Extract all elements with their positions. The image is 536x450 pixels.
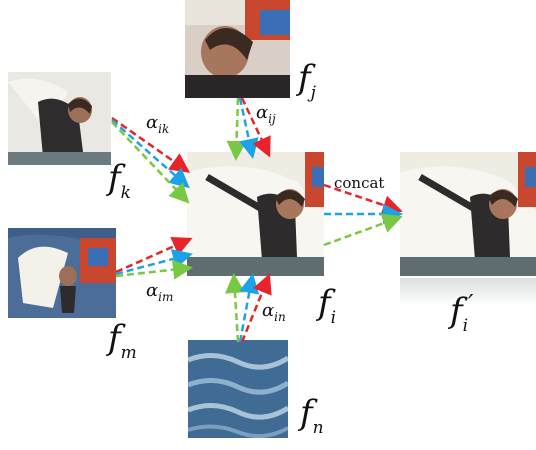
weight-alpha-ij-sub: ij (268, 112, 276, 126)
arrow-j-blue (238, 97, 259, 159)
label-f-k-base: f (108, 158, 121, 198)
label-f-i: fi (318, 283, 336, 328)
patch-i-prime-reflection (400, 278, 536, 306)
label-f-m: fm (108, 318, 137, 363)
weight-alpha-in-sub: in (274, 310, 286, 324)
label-f-m-sub: m (120, 343, 137, 363)
label-f-i-sub: i (330, 308, 337, 328)
weight-alpha-ij-base: α (256, 102, 269, 123)
arrow-concat-green (323, 213, 403, 247)
arrow-n-blue (238, 273, 260, 343)
patch-m (8, 228, 116, 318)
weight-alpha-in: αin (262, 300, 286, 324)
label-f-m-base: f (108, 318, 121, 358)
arrow-m-red (115, 236, 193, 274)
label-f-i-base: f (318, 283, 331, 323)
weight-alpha-im-sub: im (158, 290, 174, 304)
arrow-n-green (224, 273, 245, 343)
weight-alpha-im-base: α (146, 280, 159, 301)
label-f-j-sub: j (310, 83, 316, 103)
weight-alpha-ik-sub: ik (158, 122, 170, 136)
patch-j (185, 0, 290, 98)
label-f-n-base: f (300, 393, 313, 433)
patch-i-image (187, 152, 324, 276)
arrow-m-blue (115, 249, 193, 276)
patch-k (8, 72, 111, 165)
patch-i-prime (400, 152, 536, 276)
label-f-n: fn (300, 393, 324, 438)
label-f-i-prime: fi′ (450, 290, 473, 336)
weight-alpha-im: αim (146, 280, 173, 304)
patch-n-image (188, 340, 288, 438)
concat-label: concat (334, 174, 385, 192)
patch-i (187, 152, 324, 276)
label-f-i-prime-mark: ′ (468, 290, 474, 318)
patch-m-image (8, 228, 116, 318)
label-f-k-sub: k (120, 183, 131, 203)
patch-n (188, 340, 288, 438)
arrow-m-green (115, 259, 193, 280)
label-f-n-sub: n (312, 418, 324, 438)
label-f-j: fj (298, 58, 316, 103)
label-f-i-prime-base: f (450, 291, 463, 331)
arrow-j-green (226, 97, 247, 161)
patch-k-image (8, 72, 111, 165)
patch-j-image (185, 0, 290, 98)
weight-alpha-ik-base: α (146, 112, 159, 133)
weight-alpha-ik: αik (146, 112, 169, 136)
weight-alpha-ij: αij (256, 102, 276, 126)
patch-i-prime-image (400, 152, 536, 276)
label-f-k: fk (108, 158, 131, 203)
label-f-j-base: f (298, 58, 311, 98)
label-f-i-prime-sub: i (462, 316, 469, 336)
weight-alpha-in-base: α (262, 300, 275, 321)
